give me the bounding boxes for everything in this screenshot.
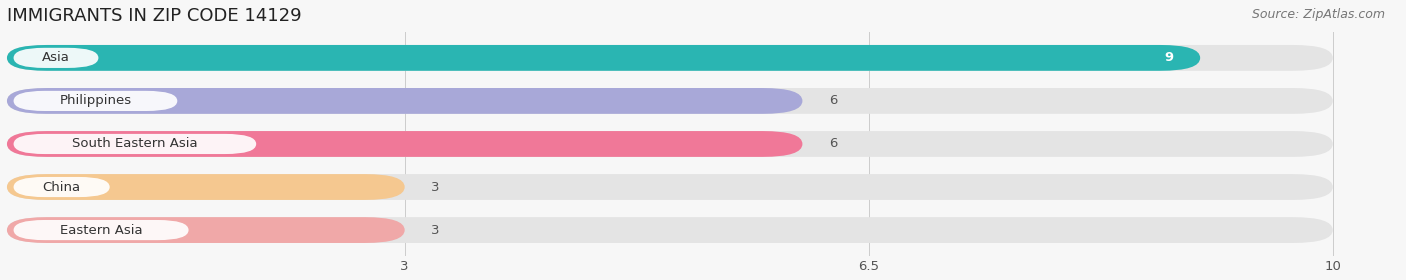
FancyBboxPatch shape (14, 91, 177, 111)
Text: Philippines: Philippines (59, 94, 132, 108)
Text: 3: 3 (432, 181, 440, 193)
FancyBboxPatch shape (7, 217, 1333, 243)
FancyBboxPatch shape (7, 174, 405, 200)
FancyBboxPatch shape (7, 88, 1333, 114)
FancyBboxPatch shape (7, 131, 1333, 157)
Text: 6: 6 (830, 137, 838, 150)
FancyBboxPatch shape (7, 174, 1333, 200)
Text: South Eastern Asia: South Eastern Asia (72, 137, 198, 150)
Text: Source: ZipAtlas.com: Source: ZipAtlas.com (1251, 8, 1385, 21)
FancyBboxPatch shape (7, 217, 405, 243)
FancyBboxPatch shape (14, 134, 256, 154)
FancyBboxPatch shape (7, 88, 803, 114)
FancyBboxPatch shape (14, 177, 110, 197)
FancyBboxPatch shape (7, 131, 803, 157)
Text: 6: 6 (830, 94, 838, 108)
FancyBboxPatch shape (14, 220, 188, 240)
FancyBboxPatch shape (7, 45, 1201, 71)
Text: 3: 3 (432, 223, 440, 237)
Text: China: China (42, 181, 80, 193)
Text: IMMIGRANTS IN ZIP CODE 14129: IMMIGRANTS IN ZIP CODE 14129 (7, 7, 301, 25)
Text: 9: 9 (1164, 52, 1174, 64)
Text: Eastern Asia: Eastern Asia (60, 223, 142, 237)
FancyBboxPatch shape (7, 45, 1333, 71)
FancyBboxPatch shape (14, 48, 98, 68)
Text: Asia: Asia (42, 52, 70, 64)
